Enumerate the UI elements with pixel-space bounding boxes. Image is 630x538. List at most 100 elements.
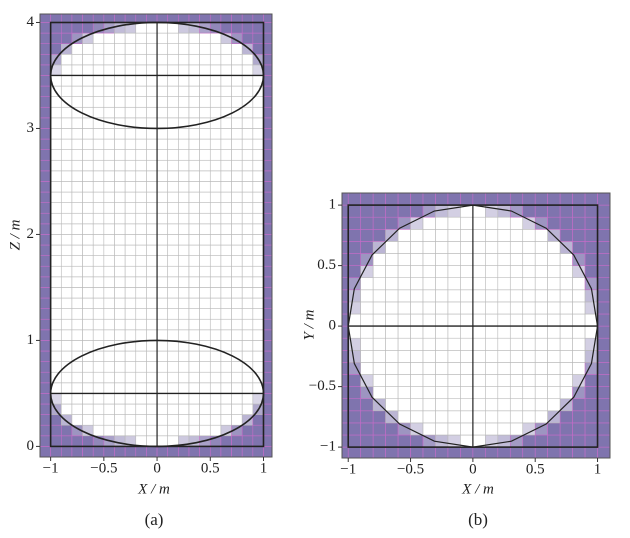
cell	[71, 297, 83, 309]
cell	[71, 138, 83, 150]
cell	[199, 149, 211, 161]
cell	[71, 75, 83, 87]
cell	[447, 422, 461, 436]
cell	[60, 32, 73, 44]
cell	[263, 149, 272, 161]
cell	[509, 350, 524, 363]
cell	[372, 253, 386, 266]
cell	[220, 14, 232, 23]
cell	[71, 85, 83, 97]
cell	[422, 289, 436, 303]
cell	[241, 435, 254, 447]
cell	[385, 289, 399, 303]
cell	[397, 350, 411, 363]
cell	[263, 350, 272, 362]
panel: −1 −0.5 0 0.5 1 −1 −0.5 0 0.5 1 X / m Y / m (b)	[301, 192, 611, 529]
cell	[435, 265, 449, 279]
cell	[60, 212, 73, 225]
cell	[146, 308, 158, 320]
cell	[252, 223, 264, 235]
cell	[103, 128, 115, 140]
cell	[231, 297, 243, 309]
cell	[71, 14, 83, 23]
cell	[209, 223, 222, 235]
cell	[50, 22, 62, 34]
cell	[360, 446, 374, 458]
cell	[60, 22, 73, 34]
cell	[188, 181, 200, 193]
cell	[188, 414, 200, 426]
cell	[263, 159, 272, 172]
cell	[135, 276, 147, 288]
cell	[146, 446, 158, 457]
cell	[40, 234, 51, 246]
cell	[263, 414, 272, 426]
cell	[231, 22, 243, 34]
cell	[103, 223, 115, 235]
cell	[114, 106, 126, 119]
cell	[241, 22, 254, 34]
cell	[92, 318, 105, 331]
cell	[263, 424, 272, 437]
cell	[40, 191, 51, 203]
cell	[472, 337, 486, 351]
y-tick-label: 4	[27, 14, 35, 30]
cell	[547, 313, 561, 327]
cell	[597, 422, 610, 436]
cell	[263, 297, 272, 309]
cell	[241, 276, 254, 288]
cell	[135, 382, 147, 394]
cell	[71, 446, 83, 457]
cell	[40, 329, 51, 341]
cell	[263, 138, 272, 150]
cell	[220, 329, 232, 341]
cell	[82, 223, 94, 235]
cell	[199, 85, 211, 97]
cell	[209, 85, 222, 97]
cell	[572, 362, 586, 375]
cell	[92, 403, 105, 415]
cell	[135, 14, 147, 23]
cell	[156, 287, 169, 299]
cell	[231, 14, 243, 23]
cell	[547, 193, 561, 206]
cell	[92, 382, 105, 394]
cell	[199, 159, 211, 172]
cell	[410, 398, 424, 412]
cell	[263, 435, 272, 447]
cell	[199, 446, 211, 457]
cell	[485, 350, 499, 363]
cell	[220, 446, 232, 457]
cell	[231, 202, 243, 214]
cell	[397, 374, 411, 387]
cell	[50, 191, 62, 203]
cell	[188, 128, 200, 140]
cell	[472, 374, 486, 387]
cell	[146, 181, 158, 193]
cell	[209, 212, 222, 225]
x-tick-label: −0.5	[90, 460, 117, 476]
cell	[40, 361, 51, 373]
cell	[135, 212, 147, 225]
cell	[209, 244, 222, 256]
cell	[167, 212, 179, 225]
cell	[156, 202, 169, 214]
cell	[82, 255, 94, 267]
cell	[209, 308, 222, 320]
cell	[135, 181, 147, 193]
cell	[497, 386, 511, 400]
x-axis-label: X / m	[461, 481, 494, 497]
cell	[241, 393, 254, 405]
cell	[146, 149, 158, 161]
cell	[597, 241, 610, 254]
cell	[146, 297, 158, 309]
cell	[422, 446, 436, 458]
cell	[497, 398, 511, 412]
cell	[485, 422, 499, 436]
cell	[82, 393, 94, 405]
cell	[135, 202, 147, 214]
cell	[167, 106, 179, 119]
cell	[397, 229, 411, 242]
cell	[60, 403, 73, 415]
cell	[547, 398, 561, 412]
